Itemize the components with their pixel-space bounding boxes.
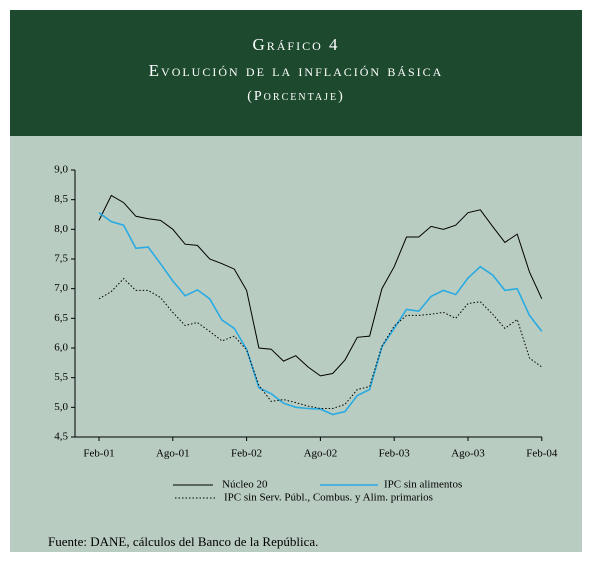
chart-subtitle: Evolución de la inflación básica xyxy=(149,61,444,80)
x-tick-label: Feb-02 xyxy=(231,448,262,460)
y-tick-label: 8,5 xyxy=(54,193,68,205)
x-tick-label: Ago-02 xyxy=(304,448,338,460)
x-tick-label: Feb-04 xyxy=(526,448,558,460)
header xyxy=(10,10,582,136)
y-tick-label: 4,5 xyxy=(54,431,68,443)
legend-label: Núcleo 20 xyxy=(222,479,268,491)
x-tick-label: Ago-01 xyxy=(156,448,190,460)
y-tick-label: 5,5 xyxy=(54,371,68,383)
series-line xyxy=(98,277,543,409)
chart-title: Gráfico 4 xyxy=(252,35,339,54)
panel xyxy=(10,136,582,552)
y-tick-label: 9,0 xyxy=(54,164,68,176)
y-tick-label: 6,0 xyxy=(54,342,68,354)
y-tick-label: 7,5 xyxy=(54,253,68,265)
legend-label: IPC sin alimentos xyxy=(384,479,462,491)
y-tick-label: 8,0 xyxy=(54,223,68,235)
y-tick-label: 7,0 xyxy=(54,282,68,294)
series-line xyxy=(98,212,543,416)
x-tick-label: Feb-01 xyxy=(83,448,114,460)
x-tick-label: Ago-03 xyxy=(451,448,485,460)
legend-label: IPC sin Serv. Públ., Combus. y Alim. pri… xyxy=(224,492,433,504)
source: Fuente: DANE, cálculos del Banco de la R… xyxy=(48,534,318,549)
y-tick-label: 5,0 xyxy=(54,401,68,413)
unit-label: (Porcentaje) xyxy=(247,89,345,104)
y-tick-label: 6,5 xyxy=(54,312,68,324)
series-line xyxy=(98,194,543,377)
x-tick-label: Feb-03 xyxy=(379,448,411,460)
